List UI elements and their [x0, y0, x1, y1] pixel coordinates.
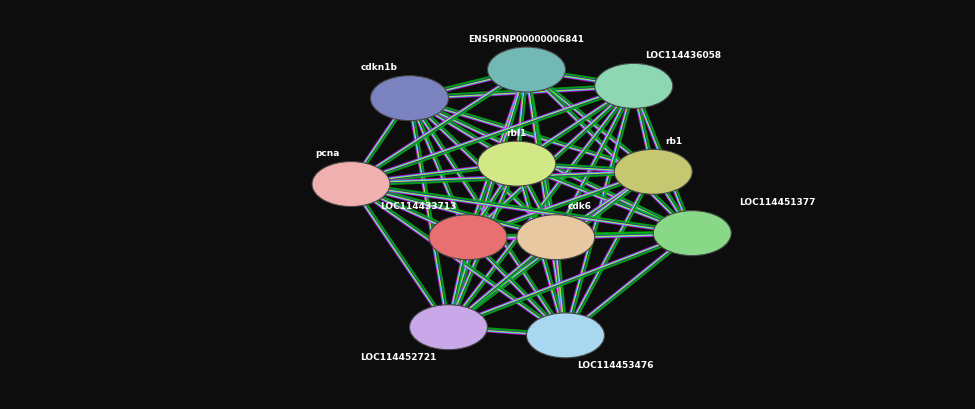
- Ellipse shape: [410, 305, 488, 350]
- Ellipse shape: [488, 47, 566, 92]
- Text: LOC114452721: LOC114452721: [361, 353, 437, 362]
- Text: LOC114451377: LOC114451377: [739, 198, 815, 207]
- Text: cdk6: cdk6: [567, 202, 592, 211]
- Text: LOC114436058: LOC114436058: [645, 51, 722, 60]
- Text: cdkn1b: cdkn1b: [361, 63, 398, 72]
- Ellipse shape: [429, 215, 507, 260]
- Ellipse shape: [595, 63, 673, 108]
- Ellipse shape: [478, 141, 556, 186]
- Text: ENSPRNP00000006841: ENSPRNP00000006841: [469, 35, 584, 44]
- Text: LOC114433713: LOC114433713: [380, 202, 456, 211]
- Text: LOC114453476: LOC114453476: [577, 361, 653, 370]
- Ellipse shape: [653, 211, 731, 256]
- Ellipse shape: [370, 76, 448, 121]
- Ellipse shape: [614, 149, 692, 194]
- Ellipse shape: [517, 215, 595, 260]
- Text: rbl1: rbl1: [507, 129, 526, 138]
- Ellipse shape: [526, 313, 604, 358]
- Ellipse shape: [312, 162, 390, 207]
- Text: pcna: pcna: [315, 149, 339, 158]
- Text: rb1: rb1: [665, 137, 682, 146]
